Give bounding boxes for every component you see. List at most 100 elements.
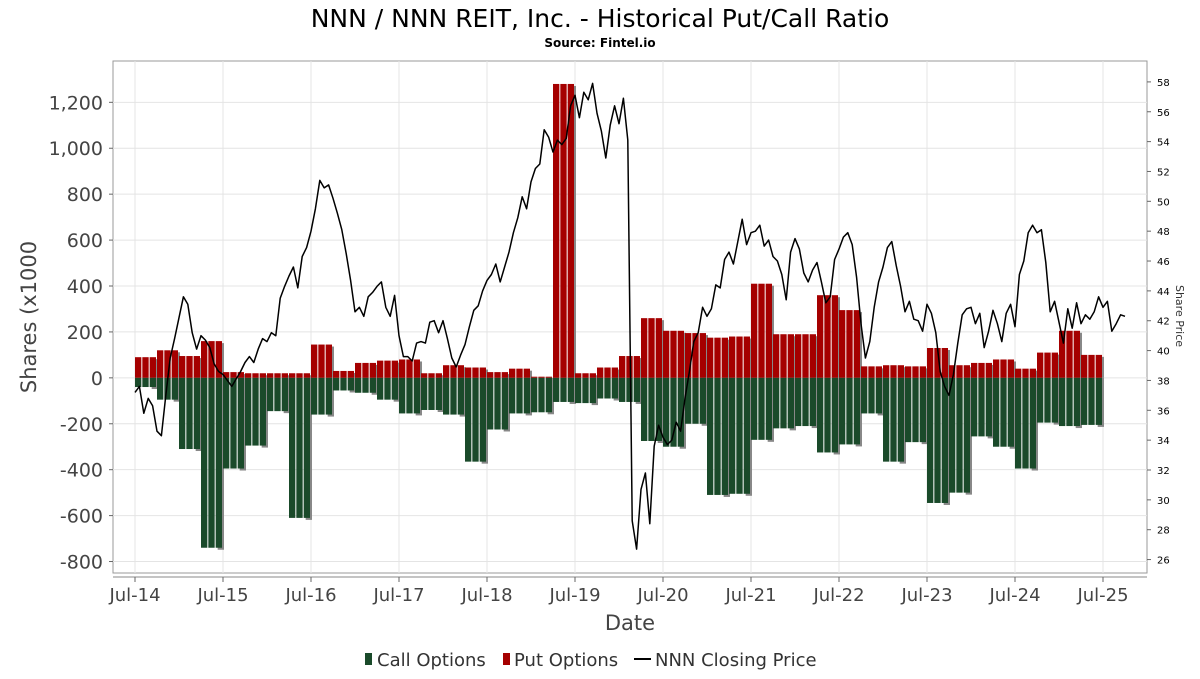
call-bar <box>897 377 904 462</box>
call-bar <box>281 377 288 412</box>
call-bar <box>223 377 230 469</box>
put-bar <box>773 334 780 378</box>
put-bar <box>589 373 596 378</box>
call-bar <box>751 377 758 440</box>
put-bar <box>633 356 640 378</box>
call-bar <box>1007 377 1014 447</box>
put-bar <box>846 310 853 378</box>
call-bar <box>1051 377 1058 423</box>
y2-tick-label: 52 <box>1157 167 1170 178</box>
call-bar <box>809 377 816 427</box>
call-bar <box>677 377 684 447</box>
call-bar <box>831 377 838 453</box>
put-bar <box>347 370 354 378</box>
y2-tick-label: 58 <box>1157 78 1170 89</box>
put-bar <box>1073 330 1080 378</box>
put-bar <box>1051 352 1058 378</box>
put-bar <box>435 373 442 378</box>
put-bar <box>611 367 618 378</box>
call-bar <box>193 377 200 450</box>
put-bar <box>1066 330 1073 378</box>
call-bar <box>648 377 655 441</box>
call-bar <box>619 377 626 402</box>
call-bar <box>347 377 354 391</box>
call-bar <box>707 377 714 495</box>
call-bar <box>1015 377 1022 469</box>
put-bar <box>421 373 428 378</box>
legend-swatch-put <box>503 653 510 665</box>
call-bar <box>758 377 765 440</box>
call-bar <box>391 377 398 400</box>
call-bar <box>714 377 721 495</box>
call-bar <box>633 377 640 402</box>
put-bar <box>443 365 450 378</box>
call-bar <box>1037 377 1044 423</box>
closing-price-line <box>134 82 1126 550</box>
legend-label-price: NNN Closing Price <box>655 650 817 671</box>
call-bar <box>509 377 516 414</box>
call-bar <box>655 377 662 441</box>
call-bar <box>978 377 985 437</box>
put-bar <box>993 359 1000 378</box>
y-tick-label: -800 <box>60 552 103 574</box>
y-tick-label: -400 <box>60 460 103 482</box>
y-tick-label: 800 <box>67 184 103 206</box>
call-bar <box>626 377 633 402</box>
call-bar <box>384 377 391 400</box>
call-bar <box>523 377 530 414</box>
put-bar <box>971 362 978 378</box>
put-bar <box>963 365 970 378</box>
x-tick-label: Jul-20 <box>636 585 688 606</box>
call-bar <box>435 377 442 410</box>
put-bar <box>582 373 589 378</box>
put-bar <box>553 83 560 378</box>
call-bar <box>685 377 692 424</box>
y2-tick-label: 34 <box>1157 436 1170 447</box>
put-bar <box>802 334 809 378</box>
y2-tick-label: 40 <box>1157 347 1170 358</box>
call-bar <box>949 377 956 493</box>
call-bar <box>773 377 780 429</box>
put-bar <box>1095 354 1102 378</box>
put-bar <box>780 334 787 378</box>
call-bar <box>355 377 362 393</box>
put-bar <box>567 83 574 378</box>
y2-tick-label: 56 <box>1157 108 1170 119</box>
put-bar <box>333 370 340 378</box>
put-bar <box>765 283 772 378</box>
call-bar <box>883 377 890 462</box>
y-tick-label: 1,200 <box>49 92 103 114</box>
put-bar <box>193 356 200 378</box>
call-bar <box>208 377 215 548</box>
put-bar <box>853 310 860 378</box>
y-axis-label: Shares (x1000 <box>17 241 41 393</box>
put-bar <box>157 350 164 378</box>
y2-axis-label: Share Price <box>1173 285 1186 347</box>
put-bar <box>956 365 963 378</box>
put-bar <box>289 373 296 378</box>
call-bar <box>956 377 963 493</box>
put-bar <box>545 376 552 378</box>
put-bar <box>736 336 743 378</box>
put-bar <box>369 362 376 378</box>
put-bar <box>619 356 626 378</box>
call-bar <box>325 377 332 415</box>
put-bar <box>355 362 362 378</box>
call-bar <box>729 377 736 494</box>
x-tick-label: Jul-18 <box>460 585 512 606</box>
x-tick-label: Jul-16 <box>284 585 336 606</box>
y2-tick-label: 36 <box>1157 406 1170 417</box>
put-bar <box>1007 359 1014 378</box>
call-bar <box>186 377 193 450</box>
call-bar <box>780 377 787 429</box>
put-bar <box>311 344 318 378</box>
put-bar <box>1022 368 1029 378</box>
call-bar <box>868 377 875 414</box>
put-bar <box>839 310 846 378</box>
call-bar <box>912 377 919 443</box>
call-bar <box>252 377 259 446</box>
y-tick-label: 200 <box>67 322 103 344</box>
call-bar <box>597 377 604 399</box>
call-bar <box>824 377 831 453</box>
put-bar <box>391 360 398 378</box>
